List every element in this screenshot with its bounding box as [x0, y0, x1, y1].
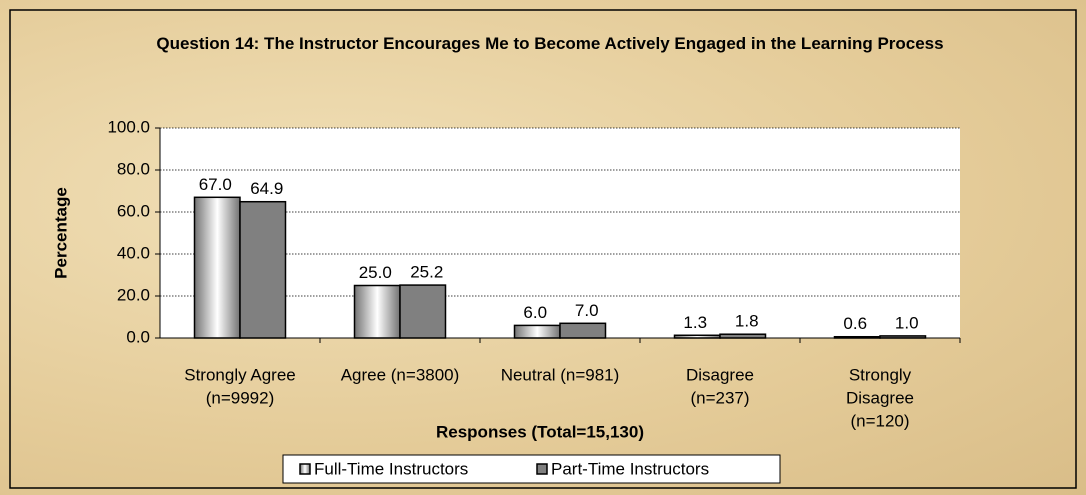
x-tick-label: Disagree	[686, 365, 754, 384]
x-tick-label: Strongly	[849, 365, 912, 384]
value-label: 67.0	[199, 175, 232, 194]
legend-label: Full-Time Instructors	[314, 459, 468, 478]
y-tick-label: 0.0	[126, 327, 150, 346]
bar	[193, 196, 241, 339]
value-label: 7.0	[575, 301, 599, 320]
legend-box	[282, 454, 781, 484]
y-tick-label: 80.0	[117, 159, 150, 178]
value-label: 6.0	[523, 303, 547, 322]
plot-area	[160, 128, 960, 338]
x-axis-title: Responses (Total=15,130)	[436, 422, 644, 441]
bar	[719, 333, 767, 339]
bar	[239, 200, 287, 339]
legend-label: Part-Time Instructors	[551, 459, 709, 478]
legend-swatch	[536, 463, 548, 475]
y-axis-title: Percentage	[51, 187, 70, 279]
value-label: 25.2	[410, 263, 443, 282]
x-tick-label: (n=120)	[850, 411, 909, 430]
chart-title: Question 14: The Instructor Encourages M…	[156, 34, 944, 53]
x-tick-label: Strongly Agree	[184, 365, 296, 384]
chart-border	[9, 9, 1077, 489]
value-label: 1.8	[735, 312, 759, 331]
y-tick-label: 100.0	[107, 117, 150, 136]
value-label: 0.6	[843, 314, 867, 333]
x-tick-label: Agree (n=3800)	[341, 365, 460, 384]
x-tick-label: Disagree	[846, 388, 914, 407]
bar	[513, 324, 561, 339]
bar	[353, 284, 401, 339]
value-label: 25.0	[359, 263, 392, 282]
y-tick-label: 40.0	[117, 243, 150, 262]
bar	[399, 284, 447, 339]
y-tick-label: 60.0	[117, 201, 150, 220]
x-tick-label: (n=9992)	[206, 388, 275, 407]
value-label: 1.0	[895, 313, 919, 332]
value-label: 1.3	[683, 313, 707, 332]
y-tick-label: 20.0	[117, 285, 150, 304]
value-label: 64.9	[250, 179, 283, 198]
bar	[833, 335, 881, 339]
x-tick-label: Neutral (n=981)	[501, 365, 620, 384]
legend-swatch	[299, 463, 311, 475]
bar	[559, 322, 607, 339]
bar	[673, 334, 721, 339]
bar	[879, 335, 927, 339]
x-tick-label: (n=237)	[690, 388, 749, 407]
